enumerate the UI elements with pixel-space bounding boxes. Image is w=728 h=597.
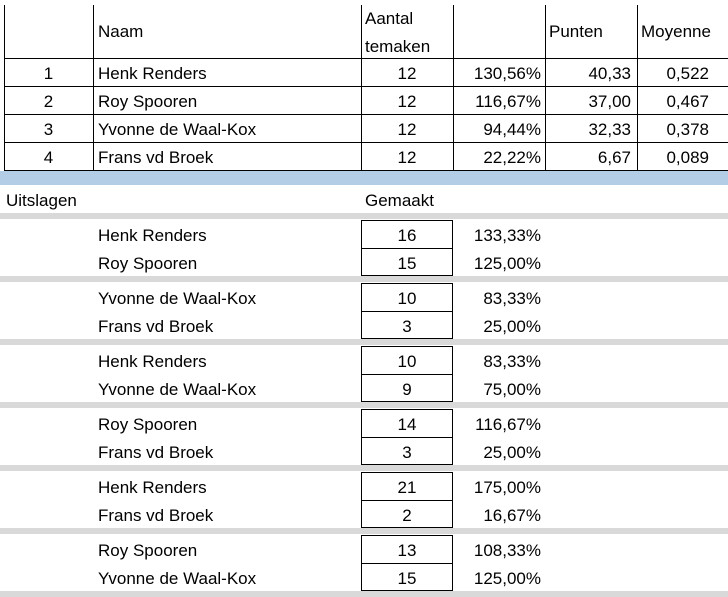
percentage-value: 25,00% bbox=[483, 443, 541, 462]
player-name: Yvonne de Waal-Kox bbox=[98, 120, 257, 139]
header-aantal-line2: temaken bbox=[365, 37, 431, 56]
rank-position: 4 bbox=[43, 148, 54, 167]
aantal-value: 12 bbox=[397, 120, 417, 139]
percentage-value: 83,33% bbox=[483, 352, 541, 371]
score-value: 10 bbox=[397, 352, 417, 371]
score-cell[interactable] bbox=[361, 563, 453, 591]
score-value: 13 bbox=[397, 541, 417, 560]
player-name: Roy Spooren bbox=[98, 254, 198, 273]
match-separator bbox=[0, 213, 728, 219]
score-value: 15 bbox=[397, 569, 417, 588]
player-name: Henk Renders bbox=[98, 64, 207, 83]
rank-position: 2 bbox=[43, 92, 54, 111]
score-cell[interactable] bbox=[361, 500, 453, 528]
score-value: 15 bbox=[397, 254, 417, 273]
player-name: Roy Spooren bbox=[98, 92, 198, 111]
percentage-value: 116,67% bbox=[475, 415, 541, 434]
percentage-value: 108,33% bbox=[473, 541, 541, 560]
punten-value: 37,00 bbox=[588, 92, 631, 111]
score-value: 16 bbox=[397, 226, 417, 245]
punten-value: 32,33 bbox=[588, 120, 631, 139]
percentage-value: 22,22% bbox=[483, 148, 541, 167]
match-separator bbox=[0, 276, 728, 282]
aantal-value: 12 bbox=[397, 92, 417, 111]
score-value: 9 bbox=[402, 380, 412, 399]
player-name: Yvonne de Waal-Kox bbox=[98, 569, 257, 588]
score-value: 3 bbox=[402, 443, 412, 462]
percentage-value: 133,33% bbox=[473, 226, 541, 245]
header-naam: Naam bbox=[98, 22, 144, 41]
score-value: 2 bbox=[402, 506, 412, 525]
percentage-value: 125,00% bbox=[473, 569, 541, 588]
player-name: Frans vd Broek bbox=[98, 443, 214, 462]
uitslagen-label: Uitslagen bbox=[6, 191, 77, 210]
player-name: Roy Spooren bbox=[98, 541, 198, 560]
player-name: Frans vd Broek bbox=[98, 317, 214, 336]
percentage-value: 175,00% bbox=[473, 478, 541, 497]
score-cell[interactable] bbox=[361, 374, 453, 402]
player-name: Frans vd Broek bbox=[98, 506, 214, 525]
score-cell[interactable] bbox=[361, 472, 453, 501]
header-moyenne: Moyenne bbox=[641, 22, 711, 41]
punten-value: 40,33 bbox=[588, 64, 631, 83]
aantal-value: 12 bbox=[397, 148, 417, 167]
punten-value: 6,67 bbox=[597, 148, 631, 167]
score-cell[interactable] bbox=[361, 437, 453, 465]
percentage-value: 83,33% bbox=[483, 289, 541, 308]
gemaakt-label: Gemaakt bbox=[365, 191, 434, 210]
blue-separator bbox=[0, 171, 728, 185]
player-name: Henk Renders bbox=[98, 226, 207, 245]
player-name: Roy Spooren bbox=[98, 415, 198, 434]
player-name: Henk Renders bbox=[98, 478, 207, 497]
percentage-value: 16,67% bbox=[483, 506, 541, 525]
percentage-value: 75,00% bbox=[483, 380, 541, 399]
moyenne-value: 0,089 bbox=[666, 148, 709, 167]
percentage-value: 25,00% bbox=[483, 317, 541, 336]
rank-position: 3 bbox=[43, 120, 54, 139]
score-cell[interactable] bbox=[361, 409, 453, 438]
header-aantal-line1: Aantal bbox=[365, 9, 414, 28]
player-name: Yvonne de Waal-Kox bbox=[98, 289, 257, 308]
moyenne-value: 0,467 bbox=[666, 92, 709, 111]
score-cell[interactable] bbox=[361, 283, 453, 312]
percentage-value: 94,44% bbox=[483, 120, 541, 139]
moyenne-value: 0,522 bbox=[666, 64, 709, 83]
score-value: 10 bbox=[397, 289, 417, 308]
score-value: 14 bbox=[397, 415, 417, 434]
percentage-value: 125,00% bbox=[473, 254, 541, 273]
match-separator bbox=[0, 528, 728, 534]
match-separator bbox=[0, 402, 728, 408]
player-name: Frans vd Broek bbox=[98, 148, 214, 167]
score-value: 3 bbox=[402, 317, 412, 336]
player-name: Yvonne de Waal-Kox bbox=[98, 380, 257, 399]
score-value: 21 bbox=[397, 478, 417, 497]
player-name: Henk Renders bbox=[98, 352, 207, 371]
score-cell[interactable] bbox=[361, 311, 453, 339]
rank-position: 1 bbox=[43, 64, 54, 83]
match-separator bbox=[0, 465, 728, 471]
score-cell[interactable] bbox=[361, 248, 453, 276]
header-punten: Punten bbox=[549, 22, 603, 41]
match-separator bbox=[0, 339, 728, 345]
moyenne-value: 0,378 bbox=[666, 120, 709, 139]
percentage-value: 130,56% bbox=[473, 64, 541, 83]
match-separator bbox=[0, 591, 728, 597]
percentage-value: 116,67% bbox=[475, 92, 541, 111]
aantal-value: 12 bbox=[397, 64, 417, 83]
